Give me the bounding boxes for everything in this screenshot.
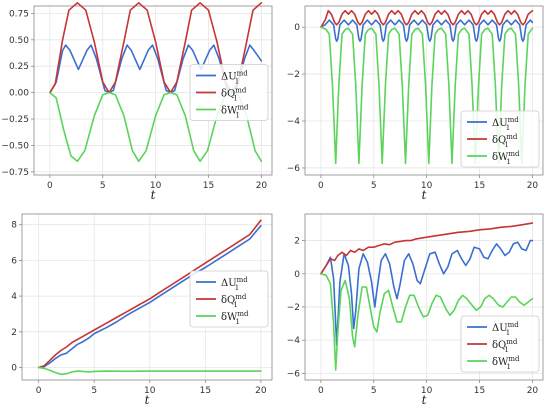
axes-frame [304,5,544,176]
y-tick-label: −4 [287,117,301,127]
legend-box [460,110,540,168]
series-line-dw [37,366,262,376]
y-tick-label: 0.00 [9,89,29,99]
legend-label-du: ΔUmd 1 [492,116,519,132]
legend-box [189,64,269,121]
x-axis-label: t [422,188,427,202]
y-tick-label: 0 [294,270,300,280]
x-tick-label: 10 [150,181,162,191]
legend-box [460,315,540,373]
legend-label-dw: δWmd 1 [221,104,249,120]
legend-box [189,270,269,328]
x-tick-label: 5 [371,181,377,191]
legend-label-dq: δQmd 1 [492,338,518,354]
y-tick-label: 0 [294,23,300,33]
series-line-du [320,19,534,42]
legend-label-dw: δWmd 1 [221,310,249,326]
legend-label-dq: δQmd 1 [221,87,247,103]
y-tick-label: −2 [287,303,300,313]
x-tick-label: 10 [421,181,433,191]
y-tick-label: −4 [287,336,301,346]
x-tick-label: 0 [47,181,53,191]
legend-label-dq: δQmd 1 [492,133,518,149]
x-axis-label: t [151,188,156,202]
y-tick-label: −2 [287,70,300,80]
x-axis-label: t [422,393,427,407]
y-tick-label: 2 [11,328,17,338]
y-tick-label: −6 [287,164,301,174]
y-tick-label: 8 [11,221,17,231]
x-axis-label: t [145,393,150,407]
legend-label-dq: δQmd 1 [221,293,247,309]
y-tick-label: −0.25 [1,115,29,125]
chart-panel-1: 0 5 10 15 20 −0.75 −0.50 −0.25 0.00 0.25 0.50 0.75 t… [1,1,273,202]
x-tick-label: 15 [474,181,485,191]
series-line-dq [320,9,534,28]
y-tick-label: 0.25 [9,62,29,72]
series-line-dw [320,273,534,371]
x-tick-label: 5 [371,386,377,396]
legend-label-dw: δWmd 1 [492,150,520,166]
y-tick-label: 4 [11,292,17,302]
y-tick-label: 0.75 [9,9,29,19]
legend-label-du: ΔUmd 1 [221,276,248,292]
x-tick-label: 15 [474,386,485,396]
x-tick-label: 15 [200,386,211,396]
y-tick-label: −0.50 [1,141,29,151]
axes-frame [33,5,273,176]
x-tick-label: 5 [100,181,106,191]
x-tick-label: 20 [527,386,539,396]
x-tick-label: 20 [256,181,268,191]
series-line-du [320,239,534,346]
y-tick-label: 0 [11,364,17,374]
y-tick-label: 6 [11,256,17,266]
x-tick-label: 10 [144,386,156,396]
x-tick-label: 0 [318,181,324,191]
y-tick-label: −6 [287,369,301,379]
x-tick-label: 15 [203,181,214,191]
y-tick-label: 0.50 [9,36,29,46]
x-tick-label: 5 [91,386,97,396]
legend-label-dw: δWmd 1 [492,355,520,371]
x-tick-label: 0 [318,386,324,396]
legend-label-du: ΔUmd 1 [492,321,519,337]
x-tick-label: 20 [527,181,539,191]
y-tick-label: 2 [294,237,300,247]
y-tick-label: −0.75 [1,168,29,178]
x-tick-label: 0 [36,386,42,396]
series-line-dq [320,222,534,275]
axes-frame [304,213,544,381]
x-tick-label: 10 [421,386,433,396]
legend-label-du: ΔUmd 1 [221,70,248,86]
series-line-dq [37,219,262,369]
x-tick-label: 20 [255,386,267,396]
series-line-du [37,224,262,369]
axes-frame [21,213,273,381]
